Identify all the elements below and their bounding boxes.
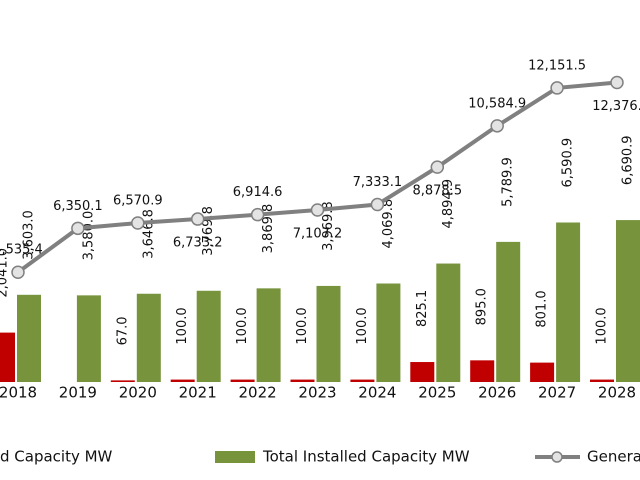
bar [316,285,341,382]
legend-label: Genera [587,448,640,466]
data-label: 6,350.1 [53,199,103,214]
legend-label: Total Installed Capacity MW [262,448,470,466]
data-label: 67.0 [115,316,130,345]
bar [470,360,495,382]
data-label: 12,376. [592,99,640,114]
bar [256,288,281,382]
bar [110,380,135,382]
data-label: 7,333.1 [353,175,403,190]
bar [290,379,315,382]
line-marker [310,203,325,217]
bar [590,379,614,382]
data-label: 100.0 [175,307,190,344]
line-marker [250,207,265,222]
data-label: 6,690.9 [621,135,636,185]
data-label: 6,590.9 [561,138,576,188]
data-label: 895.0 [475,288,490,325]
legend-swatch [215,451,255,463]
line-marker [430,160,445,174]
bar [230,379,255,382]
line-marker [370,197,385,212]
bar [17,294,41,382]
line-marker [131,216,145,230]
legend-marker [551,451,563,463]
x-tick-label: 2027 [538,384,576,402]
x-tick-label: 2021 [179,384,217,402]
x-tick-label: 2018 [0,384,37,402]
bar [170,379,195,382]
x-tick-label: 2023 [298,384,336,402]
bar [196,290,221,382]
bar [350,379,375,382]
line-marker [190,212,205,226]
line-marker [550,81,564,95]
bar [76,295,101,382]
x-tick-label: 2025 [418,384,456,402]
line-marker [490,119,504,133]
x-tick-label: 2020 [119,384,157,402]
data-label: 100.0 [235,307,250,344]
data-label: 12,151.5 [528,58,586,73]
data-label: 3,646.8 [141,209,156,259]
data-label: 825.1 [415,290,430,327]
data-label: 2,041.0 [0,248,11,298]
line-marker [11,265,25,279]
data-label: 8,878.5 [412,184,462,199]
legend-label: d Capacity MW [0,448,113,466]
bar [496,241,521,382]
bar [0,332,15,382]
data-label: 4,894.9 [441,179,456,229]
data-label: 7,107.2 [293,227,343,242]
data-label: 6,733.2 [173,236,223,251]
x-tick-label: 2024 [358,384,396,402]
x-tick-label: 2022 [239,384,277,402]
data-label: 3,580.0 [81,211,96,261]
data-label: 3,603.0 [22,210,37,260]
line-marker [610,75,624,90]
x-tick-label: 2026 [478,384,516,402]
bar [136,293,161,382]
bar [410,362,435,382]
data-label: 801.0 [535,290,550,327]
data-label: 100.0 [355,307,370,344]
bar [376,283,401,382]
line [16,80,618,274]
data-label: 6,914.6 [233,185,283,200]
data-label: 100.0 [595,307,610,344]
data-label: 3,869.8 [261,204,276,254]
bar [530,362,555,382]
bar [556,222,581,382]
x-tick-label: 2028 [598,384,636,402]
data-label: 5,789.9 [501,157,516,207]
data-label: 6,570.9 [113,193,163,208]
line-marker [71,221,85,236]
x-tick-label: 2019 [59,384,97,402]
data-label: 10,584.9 [468,96,526,111]
data-label: 4,535.4 [0,243,43,258]
data-label: 3,969.8 [321,201,336,251]
data-label: 4,069.8 [381,199,396,249]
data-label: 100.0 [295,307,310,344]
bar [616,220,640,382]
bar [436,263,461,382]
